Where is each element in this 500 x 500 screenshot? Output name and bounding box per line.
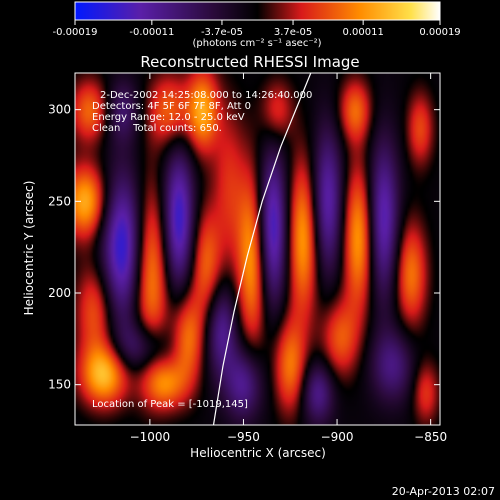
colorbar-tick-label: 0.00011 bbox=[342, 27, 383, 38]
colorbar-tick-label: 3.7e-05 bbox=[274, 27, 312, 38]
x-axis-label: Heliocentric X (arcsec) bbox=[190, 446, 326, 460]
annotation-peak: Location of Peak = [-1019,145] bbox=[92, 399, 248, 410]
annotations: 2-Dec-2002 14:25:08.000 to 14:26:40.000 … bbox=[92, 90, 312, 410]
colorbar-tick-label: -0.00011 bbox=[129, 27, 174, 38]
footer-timestamp: 20-Apr-2013 02:07 bbox=[392, 485, 495, 498]
x-tick-label: −900 bbox=[321, 430, 354, 444]
heatmap-image bbox=[75, 73, 440, 425]
colorbar-tick-label: 0.00019 bbox=[419, 27, 460, 38]
colorbar-ticks: -0.00019 -0.00011 -3.7e-05 3.7e-05 0.00011 0.… bbox=[53, 20, 461, 38]
colorbar-tick-label: -0.00019 bbox=[53, 27, 98, 38]
colorbar-unit-label: (photons cm⁻² s⁻¹ asec⁻²) bbox=[192, 38, 321, 49]
annotation-clean: Clean Total counts: 650. bbox=[92, 123, 222, 134]
solar-limb-line bbox=[212, 73, 312, 425]
chart-title: Reconstructed RHESSI Image bbox=[140, 53, 359, 71]
plot-frame bbox=[74, 72, 441, 426]
x-axis: −1000 −950 −900 −850 bbox=[130, 73, 447, 444]
y-tick-label: 200 bbox=[48, 286, 71, 300]
y-axis: 150 200 250 300 bbox=[48, 103, 440, 392]
y-tick-label: 250 bbox=[48, 194, 71, 208]
y-tick-label: 150 bbox=[48, 378, 71, 392]
plot-area bbox=[74, 72, 441, 426]
colorbar-tick-label: -3.7e-05 bbox=[201, 27, 243, 38]
annotation-detectors: Detectors: 4F 5F 6F 7F 8F, Att 0 bbox=[92, 101, 251, 112]
x-tick-label: −950 bbox=[227, 430, 260, 444]
y-axis-label: Heliocentric Y (arcsec) bbox=[22, 181, 36, 316]
colorbar-gradient bbox=[74, 1, 441, 21]
annotation-time: 2-Dec-2002 14:25:08.000 to 14:26:40.000 bbox=[100, 90, 312, 101]
colorbar: -0.00019 -0.00011 -3.7e-05 3.7e-05 0.00011 0.… bbox=[53, 1, 461, 49]
y-tick-label: 300 bbox=[48, 103, 71, 117]
annotation-energy: Energy Range: 12.0 - 25.0 keV bbox=[92, 112, 245, 123]
x-tick-label: −1000 bbox=[130, 430, 171, 444]
x-tick-label: −850 bbox=[414, 430, 447, 444]
